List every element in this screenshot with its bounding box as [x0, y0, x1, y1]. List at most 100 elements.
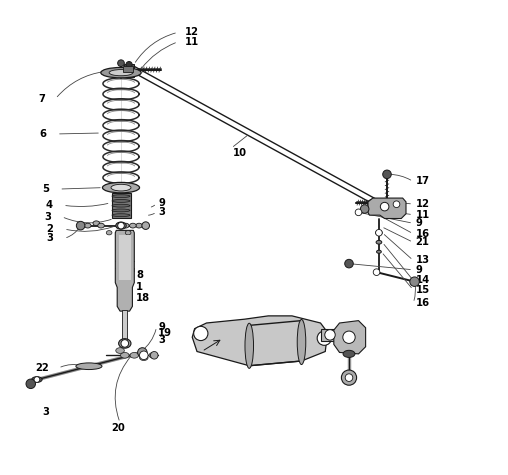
Circle shape	[383, 170, 391, 179]
Text: 9: 9	[158, 198, 165, 209]
Circle shape	[317, 331, 331, 345]
Circle shape	[140, 351, 148, 360]
Ellipse shape	[112, 195, 130, 198]
Ellipse shape	[116, 348, 124, 353]
Bar	[111, 193, 131, 218]
Ellipse shape	[103, 182, 140, 193]
Circle shape	[194, 326, 208, 341]
Text: 3: 3	[42, 407, 49, 418]
Ellipse shape	[112, 200, 130, 202]
Text: 17: 17	[416, 176, 429, 187]
Circle shape	[121, 340, 129, 347]
Ellipse shape	[343, 351, 355, 357]
Text: 4: 4	[45, 200, 52, 210]
Ellipse shape	[106, 231, 112, 235]
Circle shape	[355, 209, 362, 216]
Text: 9: 9	[416, 218, 422, 228]
Ellipse shape	[31, 377, 42, 382]
Circle shape	[343, 331, 355, 343]
Ellipse shape	[76, 363, 102, 370]
Ellipse shape	[98, 223, 104, 228]
Circle shape	[142, 222, 149, 229]
Polygon shape	[368, 198, 406, 218]
Bar	[321, 329, 339, 341]
Circle shape	[138, 348, 147, 357]
Text: 13: 13	[416, 255, 429, 266]
Text: 7: 7	[38, 94, 45, 104]
Text: 12: 12	[416, 199, 429, 209]
Ellipse shape	[120, 352, 129, 358]
Ellipse shape	[101, 67, 141, 78]
Ellipse shape	[130, 352, 139, 358]
Ellipse shape	[112, 214, 130, 217]
Circle shape	[393, 201, 400, 208]
Circle shape	[118, 222, 124, 229]
Circle shape	[380, 202, 389, 211]
Ellipse shape	[109, 70, 133, 76]
Ellipse shape	[93, 221, 100, 226]
Polygon shape	[334, 321, 366, 354]
Circle shape	[26, 379, 36, 389]
Ellipse shape	[130, 223, 136, 228]
Circle shape	[341, 370, 357, 385]
Circle shape	[368, 200, 375, 207]
Ellipse shape	[126, 73, 132, 77]
Ellipse shape	[125, 231, 131, 235]
Ellipse shape	[297, 319, 306, 365]
Ellipse shape	[376, 240, 382, 244]
Ellipse shape	[112, 209, 130, 212]
Text: 2: 2	[46, 224, 53, 234]
Text: 21: 21	[416, 237, 429, 247]
Circle shape	[410, 277, 419, 286]
Text: 3: 3	[44, 211, 51, 222]
Text: 8: 8	[136, 269, 143, 280]
Text: 5: 5	[42, 184, 49, 194]
Ellipse shape	[119, 339, 131, 348]
Text: 1: 1	[136, 282, 143, 293]
Circle shape	[150, 352, 158, 359]
Text: 14: 14	[416, 275, 430, 285]
Bar	[119, 235, 131, 280]
Text: 22: 22	[35, 363, 49, 373]
Bar	[124, 64, 134, 77]
Circle shape	[325, 330, 335, 340]
Text: 3: 3	[158, 207, 165, 217]
Polygon shape	[192, 316, 328, 366]
Ellipse shape	[149, 352, 157, 358]
Text: 11: 11	[185, 37, 199, 47]
Text: 15: 15	[416, 285, 430, 295]
Text: 6: 6	[39, 129, 46, 139]
Text: 10: 10	[233, 148, 246, 158]
Text: 16: 16	[416, 228, 430, 239]
Circle shape	[76, 221, 85, 230]
Text: 9: 9	[158, 322, 165, 332]
Text: 3: 3	[158, 335, 165, 345]
Circle shape	[345, 374, 353, 381]
Text: 3: 3	[46, 233, 53, 244]
Text: 18: 18	[136, 293, 150, 304]
Text: 16: 16	[416, 298, 430, 308]
Circle shape	[345, 259, 353, 268]
Circle shape	[375, 229, 382, 236]
Circle shape	[118, 60, 124, 66]
Circle shape	[373, 269, 380, 276]
Ellipse shape	[375, 230, 382, 235]
Circle shape	[34, 377, 40, 382]
Ellipse shape	[376, 250, 382, 253]
Bar	[122, 310, 127, 340]
Text: 19: 19	[158, 328, 172, 339]
Text: 11: 11	[416, 209, 430, 220]
Polygon shape	[115, 230, 134, 311]
Ellipse shape	[122, 223, 129, 228]
Ellipse shape	[136, 223, 142, 228]
Ellipse shape	[367, 199, 383, 208]
Text: 12: 12	[185, 27, 199, 38]
Text: 9: 9	[416, 265, 422, 275]
Ellipse shape	[126, 62, 132, 68]
Ellipse shape	[112, 204, 130, 207]
Ellipse shape	[140, 355, 148, 361]
Bar	[123, 66, 133, 72]
Ellipse shape	[245, 323, 253, 369]
Text: 20: 20	[111, 423, 125, 434]
Ellipse shape	[116, 222, 126, 229]
